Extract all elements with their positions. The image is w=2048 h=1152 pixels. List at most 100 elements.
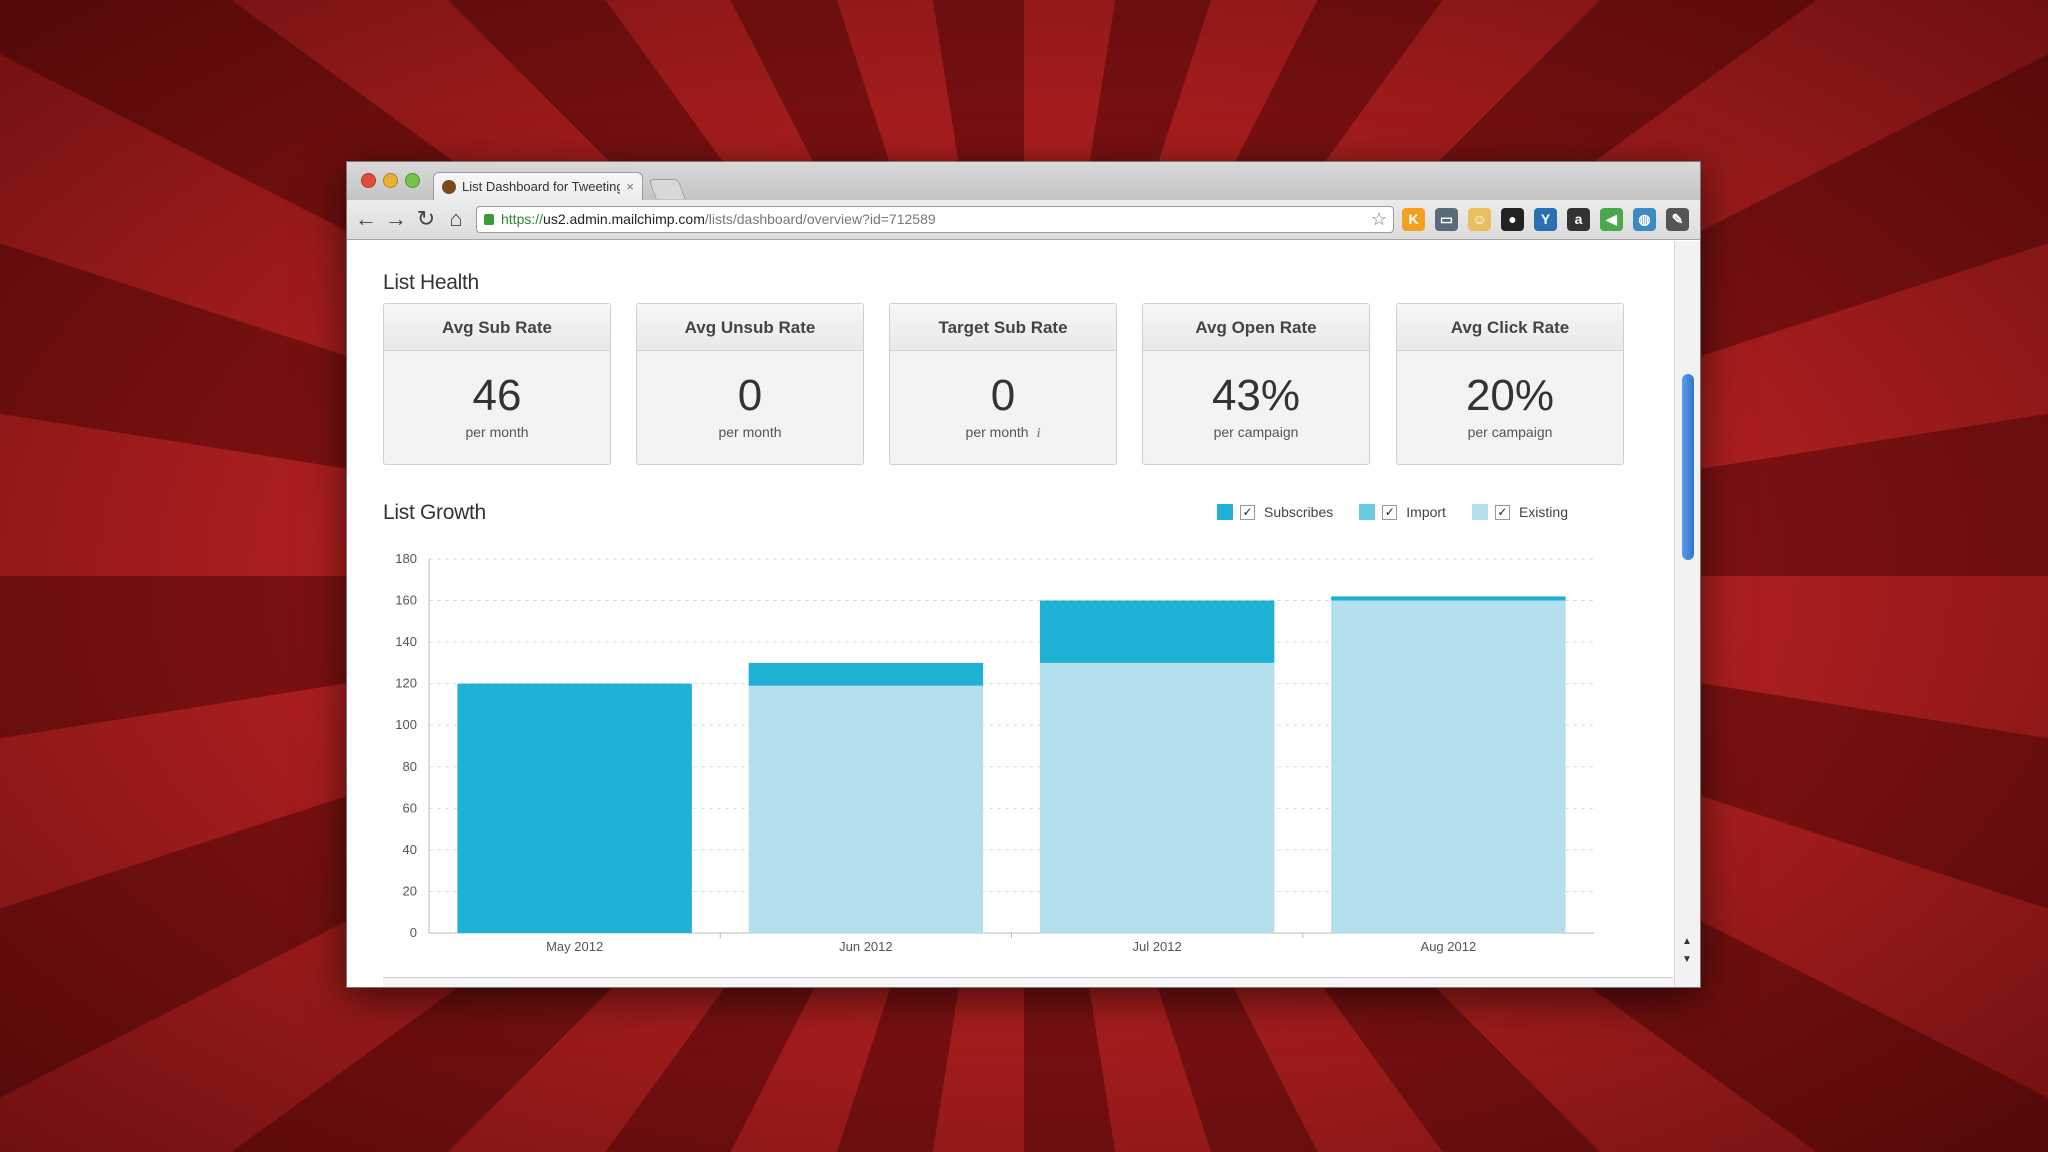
address-bar[interactable]: https://us2.admin.mailchimp.com/lists/da…	[476, 206, 1394, 233]
stat-card-unit-row: per month i	[890, 424, 1116, 442]
amazon-icon[interactable]: a	[1567, 208, 1590, 231]
reload-icon[interactable]: ↻	[416, 206, 436, 231]
new-tab-button[interactable]	[648, 179, 686, 199]
legend-swatch	[1471, 504, 1488, 520]
legend-label: Import	[1406, 504, 1446, 520]
info-icon[interactable]: i	[1036, 426, 1041, 441]
dark-circle-icon[interactable]: ●	[1501, 208, 1524, 231]
stat-card-unit-row: per campaign	[1397, 424, 1623, 440]
back-icon[interactable]: ←	[355, 206, 377, 231]
legend-item[interactable]: ✓ Subscribes	[1217, 504, 1333, 520]
stat-card: Target Sub Rate 0 per month i	[889, 303, 1117, 465]
stat-card-unit-row: per month	[384, 424, 610, 440]
browser-tab[interactable]: List Dashboard for Tweeting ×	[433, 172, 643, 200]
mailchimp-favicon-icon	[442, 179, 456, 194]
window-close-button[interactable]	[361, 173, 376, 188]
y-tick-label: 60	[403, 800, 417, 815]
url-host: us2.admin.mailchimp.com	[543, 211, 705, 227]
stat-card-unit-row: per campaign	[1143, 424, 1369, 440]
list-growth-chart: 0 20 40 60 80 100 120 140 160 180 May 2012 Jun 2012…	[395, 551, 1594, 954]
bar-segment-subscribes	[457, 683, 692, 933]
list-health-title: List Health	[383, 271, 479, 294]
x-tick-label: May 2012	[546, 939, 603, 954]
window-minimize-button[interactable]	[383, 173, 398, 188]
bookmark-star-icon[interactable]: ☆	[1370, 209, 1387, 229]
tab-bar: List Dashboard for Tweeting ×	[347, 162, 1700, 200]
list-growth-title: List Growth	[383, 501, 486, 524]
bar-segment-existing	[1331, 600, 1566, 933]
lock-icon	[484, 214, 494, 225]
y-tick-label: 40	[403, 842, 417, 857]
legend-swatch	[1359, 504, 1376, 520]
x-tick-label: Aug 2012	[1421, 939, 1477, 954]
globe-icon[interactable]: ◍	[1633, 208, 1656, 231]
legend-checkbox[interactable]: ✓	[1382, 504, 1398, 520]
stat-card-value: 0	[737, 371, 763, 420]
forward-icon[interactable]: →	[385, 206, 407, 231]
stat-card-label: Target Sub Rate	[890, 304, 1116, 351]
scroll-up-arrow-icon[interactable]: ▲	[1682, 936, 1692, 947]
bar-segment-subscribes	[748, 662, 984, 686]
y-tick-label: 80	[403, 759, 417, 774]
browser-window: List Dashboard for Tweeting × ← → ↻ ⌂ ht…	[346, 161, 1701, 988]
stat-card-label: Avg Sub Rate	[384, 304, 610, 351]
bird-icon[interactable]: Y	[1534, 208, 1557, 231]
stat-card: Avg Unsub Rate 0 per month	[636, 303, 864, 465]
chart-legend: ✓ Subscribes ✓ Import ✓ Existing	[1217, 504, 1594, 520]
stat-card-value: 0	[990, 371, 1016, 420]
wrench-icon[interactable]: ✎	[1666, 208, 1689, 231]
y-tick-label: 180	[395, 551, 417, 566]
window-maximize-button[interactable]	[405, 173, 420, 188]
page-content: List Health Avg Sub Rate 46 per month Avg U…	[347, 241, 1700, 987]
bar-segment-subscribes	[1331, 596, 1566, 601]
y-tick-label: 100	[395, 717, 417, 732]
stat-card: Avg Open Rate 43% per campaign	[1142, 303, 1370, 465]
stat-card-value: 20%	[1465, 371, 1555, 420]
speaker-icon[interactable]: ◀	[1600, 208, 1623, 231]
tab-title: List Dashboard for Tweeting	[462, 179, 621, 194]
stat-card-unit: per month	[965, 424, 1029, 440]
legend-checkbox[interactable]: ✓	[1240, 504, 1255, 520]
url-scheme: https://	[501, 211, 544, 227]
scrollbar-thumb[interactable]	[1682, 374, 1694, 560]
url-path: /lists/dashboard/overview?id=712589	[704, 211, 936, 227]
stat-card-unit: per month	[718, 424, 782, 440]
y-tick-label: 20	[403, 883, 417, 898]
stat-card-unit: per month	[465, 424, 529, 440]
stat-card-unit: per campaign	[1467, 424, 1553, 440]
vertical-scrollbar[interactable]: ▲ ▼	[1674, 241, 1700, 987]
stat-card-unit: per campaign	[1213, 424, 1299, 440]
y-tick-label: 0	[410, 925, 417, 940]
tab-close-icon[interactable]: ×	[626, 179, 634, 194]
legend-swatch	[1217, 504, 1233, 520]
mailchimp-icon[interactable]: ☺	[1468, 208, 1491, 231]
scroll-down-arrow-icon[interactable]: ▼	[1682, 954, 1692, 965]
stat-card-label: Avg Unsub Rate	[637, 304, 863, 351]
stat-card: Avg Sub Rate 46 per month	[383, 303, 611, 465]
browser-toolbar: ← → ↻ ⌂ https://us2.admin.mailchimp.com/…	[347, 200, 1700, 240]
bar-segment-existing	[748, 685, 984, 933]
legend-checkbox[interactable]: ✓	[1494, 504, 1510, 520]
x-tick-label: Jul 2012	[1133, 939, 1182, 954]
y-tick-label: 140	[395, 634, 417, 649]
bar-segment-existing	[1039, 662, 1275, 933]
stat-card-unit-row: per month	[637, 424, 863, 440]
legend-item[interactable]: ✓ Existing	[1471, 504, 1568, 520]
y-tick-label: 120	[395, 676, 417, 691]
stat-card-label: Avg Open Rate	[1143, 304, 1369, 351]
next-section-edge	[383, 977, 1673, 987]
home-icon[interactable]: ⌂	[449, 206, 463, 231]
screen-capture-icon[interactable]: ▭	[1435, 208, 1458, 231]
stat-card: Avg Click Rate 20% per campaign	[1396, 303, 1624, 465]
legend-label: Existing	[1518, 504, 1568, 520]
bar-segment-subscribes	[1039, 600, 1275, 663]
x-tick-label: Jun 2012	[839, 939, 893, 954]
legend-item[interactable]: ✓ Import	[1359, 504, 1446, 520]
y-tick-label: 160	[395, 593, 417, 608]
stat-card-value: 46	[472, 371, 522, 420]
stat-card-value: 43%	[1211, 371, 1301, 420]
klout-icon[interactable]: K	[1402, 208, 1425, 231]
legend-label: Subscribes	[1264, 504, 1334, 520]
stat-card-label: Avg Click Rate	[1397, 304, 1623, 351]
